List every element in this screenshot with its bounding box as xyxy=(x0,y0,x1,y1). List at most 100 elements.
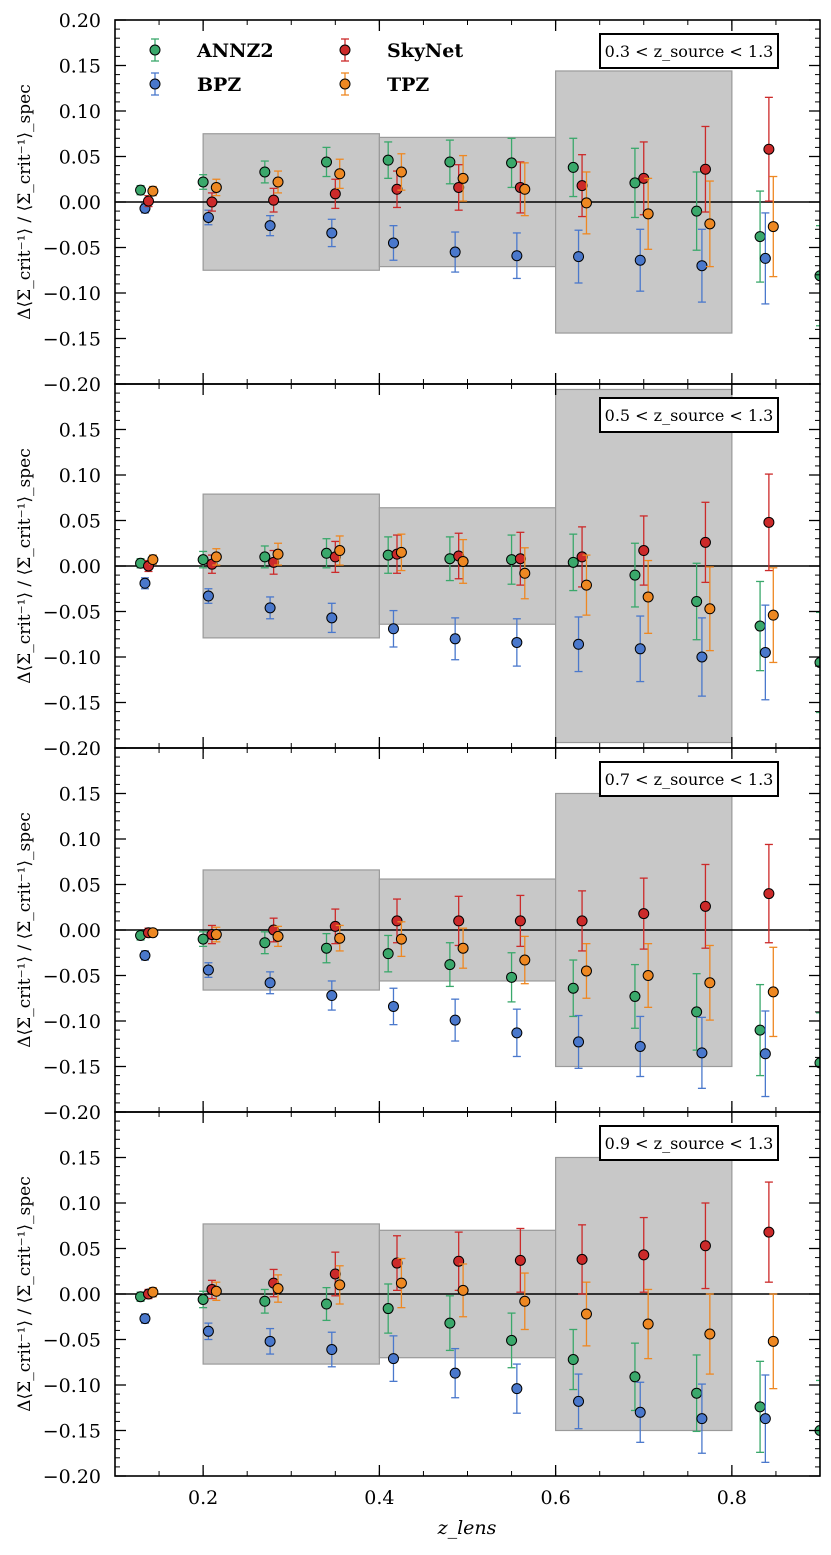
data-point-bpz[interactable] xyxy=(387,1335,399,1383)
marker[interactable] xyxy=(139,949,151,961)
data-point-annz2[interactable] xyxy=(754,983,766,1077)
data-point-bpz[interactable] xyxy=(634,228,646,292)
data-point-tpz[interactable] xyxy=(395,533,407,572)
data-point-annz2[interactable] xyxy=(259,931,271,955)
data-point-skynet[interactable] xyxy=(268,187,280,213)
data-point-bpz[interactable] xyxy=(511,1363,523,1414)
marker[interactable] xyxy=(814,270,825,282)
data-point-tpz[interactable] xyxy=(704,180,716,268)
data-point-bpz[interactable] xyxy=(696,228,708,303)
data-point-annz2[interactable] xyxy=(321,932,332,964)
marker[interactable] xyxy=(699,1240,711,1252)
marker[interactable] xyxy=(704,218,716,230)
marker[interactable] xyxy=(202,964,214,976)
marker[interactable] xyxy=(642,208,654,220)
marker[interactable] xyxy=(576,180,588,192)
data-point-skynet[interactable] xyxy=(638,1216,650,1293)
marker[interactable] xyxy=(642,591,654,603)
data-point-bpz[interactable] xyxy=(573,229,585,284)
marker[interactable] xyxy=(576,915,588,927)
marker[interactable] xyxy=(334,168,346,180)
marker[interactable] xyxy=(699,900,711,912)
data-point-annz2[interactable] xyxy=(506,952,518,1003)
marker[interactable] xyxy=(514,915,526,927)
marker[interactable] xyxy=(321,942,332,954)
data-point-skynet[interactable] xyxy=(514,894,526,948)
marker[interactable] xyxy=(444,959,456,971)
marker[interactable] xyxy=(444,156,456,168)
marker[interactable] xyxy=(382,948,394,960)
data-point-tpz[interactable] xyxy=(334,535,346,566)
marker[interactable] xyxy=(329,920,341,932)
marker[interactable] xyxy=(506,971,518,983)
data-point-annz2[interactable] xyxy=(814,225,825,327)
marker[interactable] xyxy=(642,970,654,981)
data-point-annz2[interactable] xyxy=(629,147,641,219)
data-point-tpz[interactable] xyxy=(580,1281,592,1347)
data-point-bpz[interactable] xyxy=(759,1010,771,1098)
data-point-annz2[interactable] xyxy=(444,1295,456,1352)
marker[interactable] xyxy=(691,1006,703,1018)
marker[interactable] xyxy=(567,161,579,173)
marker[interactable] xyxy=(272,930,284,942)
data-point-annz2[interactable] xyxy=(629,963,641,1029)
data-point-annz2[interactable] xyxy=(135,184,147,196)
data-point-bpz[interactable] xyxy=(326,980,338,1011)
marker[interactable] xyxy=(272,1283,284,1295)
marker[interactable] xyxy=(391,915,403,927)
marker[interactable] xyxy=(767,986,779,998)
data-point-bpz[interactable] xyxy=(387,225,399,261)
data-point-annz2[interactable] xyxy=(629,542,641,608)
marker[interactable] xyxy=(453,181,465,193)
marker[interactable] xyxy=(573,1036,585,1048)
data-point-annz2[interactable] xyxy=(754,190,766,283)
data-point-tpz[interactable] xyxy=(395,921,407,958)
marker[interactable] xyxy=(634,643,646,655)
data-point-annz2[interactable] xyxy=(197,1290,209,1309)
marker[interactable] xyxy=(326,612,338,624)
data-point-tpz[interactable] xyxy=(767,567,779,664)
data-point-tpz[interactable] xyxy=(642,177,654,250)
data-point-annz2[interactable] xyxy=(814,611,825,714)
marker[interactable] xyxy=(264,602,276,614)
data-point-skynet[interactable] xyxy=(206,192,218,212)
marker[interactable] xyxy=(567,1354,579,1366)
marker[interactable] xyxy=(642,1318,654,1330)
data-point-bpz[interactable] xyxy=(511,618,523,667)
data-point-bpz[interactable] xyxy=(202,588,214,604)
marker[interactable] xyxy=(634,254,646,266)
marker[interactable] xyxy=(759,1413,771,1425)
data-point-bpz[interactable] xyxy=(511,232,523,280)
data-point-tpz[interactable] xyxy=(395,153,407,191)
data-point-tpz[interactable] xyxy=(395,1257,407,1309)
data-point-tpz[interactable] xyxy=(767,946,779,1038)
marker[interactable] xyxy=(334,932,346,944)
data-point-skynet[interactable] xyxy=(699,1202,711,1290)
data-point-skynet[interactable] xyxy=(763,96,775,202)
marker[interactable] xyxy=(202,211,214,223)
marker[interactable] xyxy=(519,954,531,966)
marker[interactable] xyxy=(519,567,531,579)
data-point-bpz[interactable] xyxy=(634,1015,646,1078)
data-point-bpz[interactable] xyxy=(202,209,214,226)
marker[interactable] xyxy=(573,251,585,263)
data-point-tpz[interactable] xyxy=(457,1263,469,1318)
data-point-annz2[interactable] xyxy=(321,1286,332,1322)
data-point-tpz[interactable] xyxy=(147,1286,159,1298)
data-point-bpz[interactable] xyxy=(449,998,461,1042)
data-point-bpz[interactable] xyxy=(202,1322,214,1341)
data-point-bpz[interactable] xyxy=(696,1016,708,1089)
data-point-skynet[interactable] xyxy=(391,898,403,944)
marker[interactable] xyxy=(519,183,531,195)
data-point-annz2[interactable] xyxy=(567,533,579,592)
data-point-annz2[interactable] xyxy=(382,141,394,179)
marker[interactable] xyxy=(264,1335,276,1347)
data-point-annz2[interactable] xyxy=(691,562,703,641)
marker[interactable] xyxy=(580,579,592,591)
marker[interactable] xyxy=(767,221,779,233)
data-point-tpz[interactable] xyxy=(457,538,469,584)
data-point-tpz[interactable] xyxy=(642,943,654,1008)
data-point-annz2[interactable] xyxy=(259,160,271,184)
data-point-annz2[interactable] xyxy=(444,139,456,185)
marker[interactable] xyxy=(197,933,209,945)
